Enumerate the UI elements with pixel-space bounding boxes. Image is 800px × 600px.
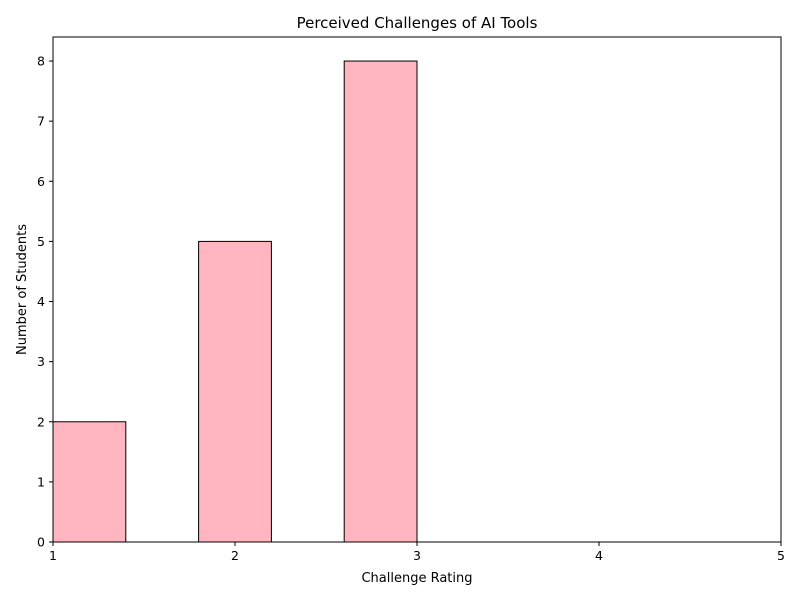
histogram-bar [343, 60, 418, 543]
y-tick-label: 6 [37, 174, 45, 189]
y-tick-label: 4 [37, 294, 45, 309]
y-tick-label: 5 [37, 234, 45, 249]
x-tick-label: 5 [777, 548, 785, 563]
y-tick-label: 7 [37, 114, 45, 129]
y-tick-label: 0 [37, 535, 45, 550]
histogram-bar [52, 421, 127, 543]
bars-layer [52, 60, 418, 543]
x-tick-label: 4 [595, 548, 603, 563]
x-axis-label: Challenge Rating [361, 571, 472, 586]
y-tick-label: 3 [37, 354, 45, 369]
x-tick-label: 3 [413, 548, 421, 563]
chart-title: Perceived Challenges of AI Tools [297, 14, 538, 32]
x-tick-label: 1 [49, 548, 57, 563]
plot-frame [52, 36, 782, 543]
y-tick-label: 2 [37, 414, 45, 429]
x-tick-label: 2 [231, 548, 239, 563]
y-tick-label: 1 [37, 474, 45, 489]
y-axis-label: Number of Students [15, 224, 30, 355]
histogram-bar [198, 240, 272, 543]
y-tick-label: 8 [37, 54, 45, 69]
